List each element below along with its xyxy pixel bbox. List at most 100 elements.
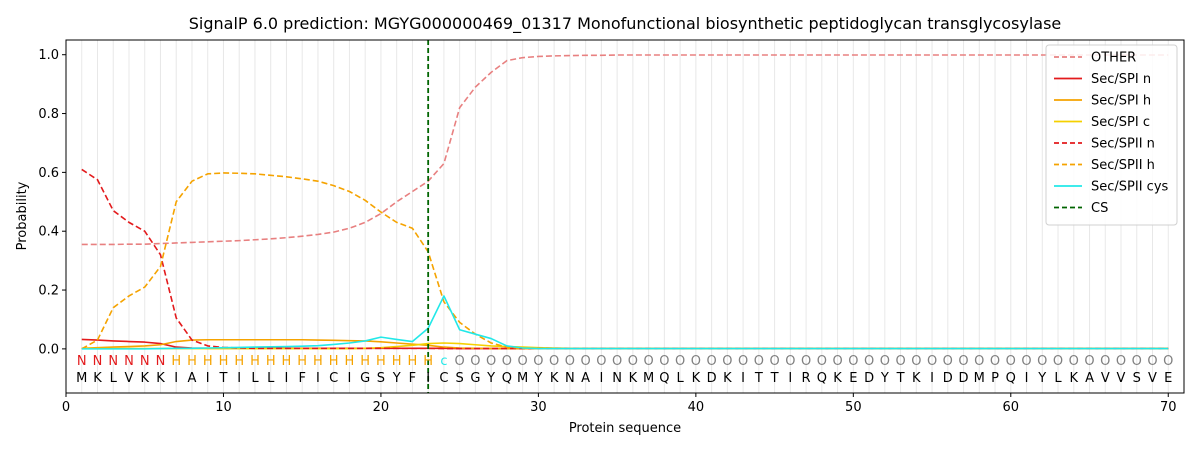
residue-letter: A — [188, 371, 197, 386]
region-label: H — [313, 354, 323, 369]
residue-letter: K — [156, 371, 165, 386]
residue-letter: I — [206, 371, 210, 386]
region-label: O — [880, 354, 890, 369]
region-label: N — [156, 354, 166, 369]
residue-letter: A — [1085, 371, 1094, 386]
region-label: H — [423, 354, 433, 369]
residue-letter: N — [612, 371, 622, 386]
series-line-sec-spii-cys — [81, 295, 1169, 350]
residue-letter: Y — [486, 371, 495, 386]
region-label: O — [612, 354, 622, 369]
residue-letter: T — [754, 371, 763, 386]
region-label: H — [171, 354, 181, 369]
region-label: O — [486, 354, 496, 369]
residue-letter: D — [707, 371, 717, 386]
region-label: H — [329, 354, 339, 369]
x-tick-label: 40 — [688, 400, 705, 415]
legend-label: Sec/SPI h — [1091, 94, 1151, 109]
residue-letter: L — [110, 371, 118, 386]
residue-letter: K — [629, 371, 638, 386]
region-label: O — [502, 354, 512, 369]
region-label: H — [297, 354, 307, 369]
residue-letter: V — [125, 371, 134, 386]
residue-letter: I — [741, 371, 745, 386]
x-tick-label: 60 — [1003, 400, 1020, 415]
residue-letter: R — [802, 371, 811, 386]
region-label: H — [282, 354, 292, 369]
x-tick-label: 30 — [530, 400, 547, 415]
region-label: O — [565, 354, 575, 369]
series-lines — [81, 54, 1169, 350]
region-label: H — [345, 354, 355, 369]
x-axis-label: Protein sequence — [569, 421, 681, 436]
residue-letter: D — [943, 371, 953, 386]
residue-letter: L — [267, 371, 275, 386]
legend-box — [1045, 44, 1178, 226]
legend-label: CS — [1091, 201, 1108, 216]
region-label: H — [360, 354, 370, 369]
region-label: O — [1069, 354, 1079, 369]
region-label: O — [895, 354, 905, 369]
region-label: H — [203, 354, 213, 369]
region-label: O — [927, 354, 937, 369]
residue-letter: L — [1054, 371, 1062, 386]
residue-letter: M — [517, 371, 528, 386]
x-tick-label: 20 — [373, 400, 390, 415]
chart-title: SignalP 6.0 prediction: MGYG000000469_01… — [189, 14, 1062, 34]
region-label: O — [1006, 354, 1016, 369]
x-axis-ticks: 0 10 20 30 40 50 60 70 — [62, 393, 1177, 415]
region-label: O — [1037, 354, 1047, 369]
residue-letter: D — [959, 371, 969, 386]
region-label: O — [769, 354, 779, 369]
residue-letter: K — [93, 371, 102, 386]
region-label: O — [706, 354, 716, 369]
region-label: O — [533, 354, 543, 369]
residue-letter: F — [298, 371, 305, 386]
x-tick-label: 50 — [845, 400, 862, 415]
residue-letter: M — [974, 371, 985, 386]
region-label: O — [958, 354, 968, 369]
residue-letter: K — [140, 371, 149, 386]
region-label: O — [549, 354, 559, 369]
legend-label: Sec/SPII n — [1091, 137, 1155, 152]
residue-letter: T — [218, 371, 227, 386]
residue-letter: Q — [1006, 371, 1016, 386]
region-label: N — [140, 354, 150, 369]
region-label: c — [440, 354, 447, 369]
residue-letter: I — [930, 371, 934, 386]
vertical-grid — [81, 40, 1169, 393]
region-label: O — [785, 354, 795, 369]
residue-letter: F — [409, 371, 416, 386]
residue-letter: M — [76, 371, 87, 386]
residue-letter: L — [251, 371, 259, 386]
x-tick-label: 0 — [62, 400, 70, 415]
residue-letter: N — [565, 371, 575, 386]
legend-label: Sec/SPII cys — [1091, 180, 1169, 195]
region-label: O — [722, 354, 732, 369]
region-label: O — [1084, 354, 1094, 369]
residue-letter: S — [456, 371, 464, 386]
residue-letter: Q — [659, 371, 669, 386]
region-label: N — [108, 354, 118, 369]
region-label: H — [234, 354, 244, 369]
residue-letter: P — [991, 371, 999, 386]
region-label: O — [974, 354, 984, 369]
legend-label: Sec/SPII h — [1091, 158, 1155, 173]
residue-letter: I — [237, 371, 241, 386]
region-label: O — [691, 354, 701, 369]
residue-letter: A — [581, 371, 590, 386]
y-tick-label: 0.8 — [38, 107, 59, 122]
residue-letter: I — [285, 371, 289, 386]
region-label: O — [1100, 354, 1110, 369]
residue-letter: V — [1148, 371, 1157, 386]
region-label: O — [738, 354, 748, 369]
residue-letter: Q — [502, 371, 512, 386]
region-label: O — [864, 354, 874, 369]
region-label: O — [470, 354, 480, 369]
residue-letter: Y — [533, 371, 542, 386]
residue-letter: G — [470, 371, 480, 386]
legend: OTHER Sec/SPI n Sec/SPI h Sec/SPI c Sec/SPII… — [1045, 44, 1178, 226]
region-label: N — [93, 354, 103, 369]
region-label: O — [455, 354, 465, 369]
